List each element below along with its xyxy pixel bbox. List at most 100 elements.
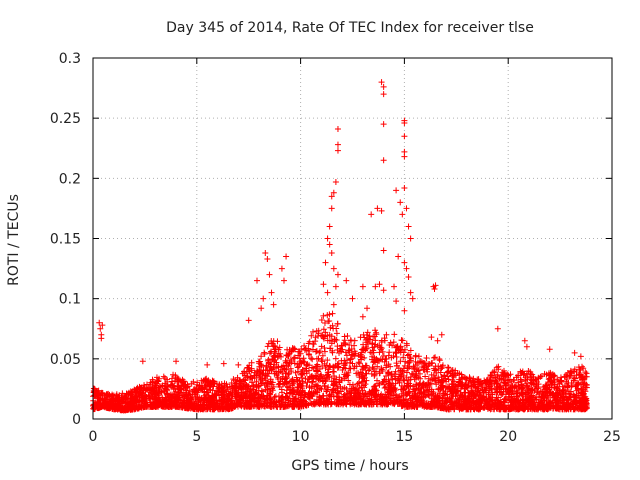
data-point — [262, 371, 269, 378]
data-point — [428, 334, 435, 341]
data-point — [221, 380, 228, 387]
data-point — [260, 295, 267, 302]
data-point — [142, 393, 149, 400]
data-point — [278, 386, 285, 393]
data-point — [137, 397, 144, 404]
data-point — [186, 391, 193, 398]
data-point — [280, 277, 287, 284]
y-tick-label: 0.25 — [50, 111, 81, 127]
data-point — [273, 370, 280, 377]
data-point — [328, 249, 335, 256]
data-point — [289, 376, 296, 383]
data-point — [260, 367, 267, 374]
data-point — [199, 386, 206, 393]
data-point — [380, 247, 387, 254]
data-point — [188, 380, 195, 387]
x-tick-label: 10 — [292, 429, 310, 445]
data-point — [320, 326, 327, 333]
data-point — [112, 405, 119, 412]
data-point — [267, 391, 274, 398]
data-point — [308, 385, 315, 392]
x-tick-label: 0 — [89, 429, 98, 445]
data-point — [266, 400, 273, 407]
data-point — [194, 381, 201, 388]
data-point — [265, 370, 272, 377]
data-point — [305, 350, 312, 357]
data-point — [154, 378, 161, 385]
y-tick-label: 0.3 — [59, 51, 81, 67]
data-point — [324, 289, 331, 296]
y-tick-label: 0.1 — [59, 292, 81, 308]
data-point — [401, 133, 408, 140]
data-point — [229, 385, 236, 392]
data-point — [153, 374, 160, 381]
data-point — [246, 395, 253, 402]
data-point — [273, 359, 280, 366]
data-point — [405, 274, 412, 281]
data-point — [205, 389, 212, 396]
data-point — [310, 341, 317, 348]
data-point — [395, 253, 402, 260]
data-point — [303, 368, 310, 375]
data-point — [521, 337, 528, 344]
data-point — [278, 265, 285, 272]
data-point — [283, 378, 290, 385]
data-point — [399, 211, 406, 218]
data-point — [163, 376, 170, 383]
data-point — [113, 392, 120, 399]
data-point — [313, 363, 320, 370]
data-point — [319, 362, 326, 369]
data-point — [356, 360, 363, 367]
data-point — [298, 400, 305, 407]
data-point — [285, 361, 292, 368]
data-point — [291, 360, 298, 367]
data-point — [160, 373, 167, 380]
data-point — [264, 343, 271, 350]
data-point — [135, 405, 142, 412]
data-point — [332, 355, 339, 362]
data-point — [315, 332, 321, 339]
data-point — [277, 350, 284, 357]
data-point — [153, 389, 160, 396]
data-point — [247, 374, 254, 381]
data-point — [267, 376, 274, 383]
data-point — [290, 355, 297, 362]
data-point — [321, 382, 328, 389]
data-point — [175, 396, 182, 403]
data-point — [267, 348, 274, 355]
data-point — [294, 384, 301, 391]
data-point — [251, 392, 258, 399]
data-point — [240, 368, 247, 375]
data-point — [291, 345, 298, 352]
data-point — [246, 362, 253, 369]
data-point — [310, 390, 317, 397]
data-point — [326, 362, 333, 369]
data-point — [153, 399, 160, 406]
data-point — [293, 374, 300, 381]
data-point — [368, 211, 375, 218]
data-point — [132, 406, 139, 413]
data-point — [405, 223, 412, 230]
data-point — [320, 281, 327, 288]
data-point — [324, 357, 331, 364]
data-point — [174, 403, 181, 410]
data-point — [308, 355, 315, 362]
data-point — [330, 265, 337, 272]
data-point — [179, 380, 186, 387]
data-point — [156, 386, 163, 393]
data-point — [318, 386, 325, 393]
data-point — [330, 301, 337, 308]
data-point — [235, 400, 242, 407]
data-point — [289, 398, 296, 405]
data-point — [305, 394, 312, 401]
data-point — [164, 383, 171, 390]
data-point — [122, 395, 129, 402]
data-point — [305, 401, 312, 408]
data-point — [204, 361, 211, 368]
data-point — [163, 386, 170, 393]
data-point — [308, 332, 315, 339]
data-point — [257, 382, 264, 389]
x-axis-label: GPS time / hours — [291, 458, 408, 474]
data-point — [196, 396, 203, 403]
data-point — [359, 283, 366, 290]
